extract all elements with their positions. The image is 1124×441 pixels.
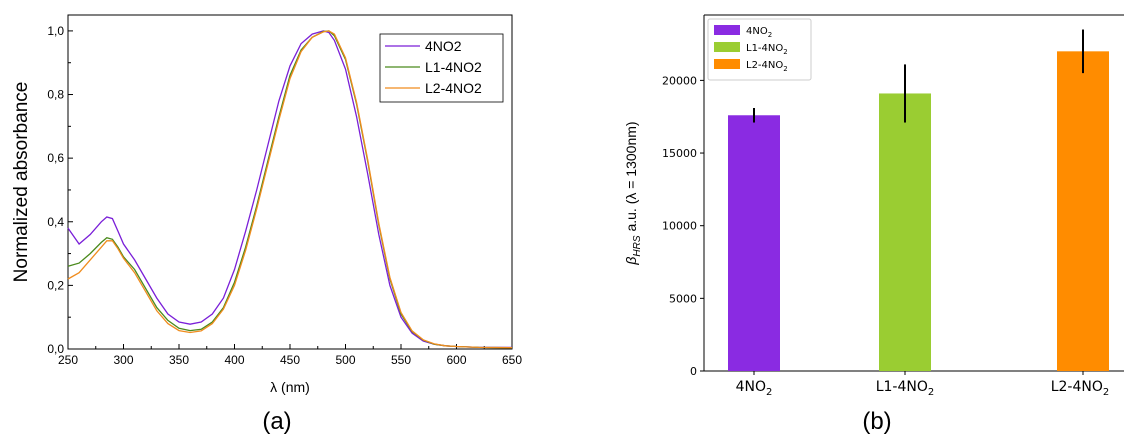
legend-box-a (379, 33, 504, 103)
y-label-rest: a.u. (λ = 1300nm) (623, 121, 639, 235)
y-tick-label-a: 0,6 (47, 151, 64, 165)
bar-2 (879, 93, 931, 372)
x-tick-label-a: 300 (113, 353, 133, 367)
legend-label-b-1: 4NO2 (746, 26, 772, 39)
beta-subscript: HRS (632, 235, 643, 256)
legend-label-b-2-sub: 2 (783, 48, 787, 56)
caption-b: (b) (862, 408, 891, 435)
x-tick-label-a: 500 (335, 353, 355, 367)
x-tick-label-b-2-base: L1-4NO (876, 379, 928, 395)
x-tick-label-b-1-sub: 2 (766, 387, 772, 398)
legend-label-b-3-sub: 2 (783, 65, 787, 73)
series-line-l1-4no2 (67, 30, 513, 349)
x-tick-label-a: 250 (58, 353, 78, 367)
y-tick-label-b: 0 (690, 365, 697, 378)
series-line-4no2 (67, 30, 512, 349)
x-axis-label-a: λ (nm) (270, 379, 310, 395)
legend-label-l1-4no2: L1-4NO2 (425, 59, 482, 75)
y-tick-label-b: 15000 (662, 147, 697, 160)
beta-symbol: β (623, 257, 639, 266)
y-tick-label-a: 0,2 (47, 278, 64, 292)
y-tick-label-b: 5000 (669, 292, 697, 305)
x-axis-ticks-b: 4NO2 L1-4NO2 L2-4NO2 (736, 371, 1110, 398)
bar-3 (1057, 51, 1109, 371)
x-tick-label-a: 600 (446, 353, 466, 367)
absorbance-series (67, 30, 513, 349)
y-tick-label-b: 10000 (662, 220, 697, 233)
y-tick-label-a: 0,8 (47, 88, 64, 102)
hrs-bars (728, 29, 1109, 372)
x-tick-label-b-3-base: L2-4NO (1051, 379, 1103, 395)
legend-label-b-2: L1-4NO2 (746, 43, 788, 56)
x-tick-label-b-3-sub: 2 (1103, 387, 1109, 398)
x-tick-label-a: 550 (391, 353, 411, 367)
y-axis-ticks-b: 0 5000 10000 15000 20000 (662, 74, 704, 378)
y-tick-label-b: 20000 (662, 74, 697, 87)
legend-a: 4NO2 L1-4NO2 L2-4NO2 (379, 33, 504, 103)
legend-label-4no2: 4NO2 (425, 38, 462, 54)
x-tick-label-b-2-sub: 2 (928, 387, 934, 398)
x-tick-label-b-1-base: 4NO (736, 379, 766, 395)
bar-1 (728, 115, 780, 371)
legend-swatch-b-1 (714, 25, 740, 35)
legend-swatch-b-2 (714, 42, 740, 52)
series-line-l2-4no2 (67, 30, 513, 349)
x-tick-label-a: 650 (502, 353, 522, 367)
absorbance-chart: 250 300 350 400 450 500 550 600 650 0,0 0,2 0,4 0,6… (11, 14, 522, 435)
legend-label-b-3-base: L2-4NO (746, 60, 783, 71)
legend-label-b-1-base: 4NO (746, 26, 768, 37)
y-tick-label-a: 1,0 (47, 24, 64, 38)
y-axis-label-a: Normalized absorbance (11, 82, 32, 283)
x-tick-label-a: 450 (280, 353, 300, 367)
legend-label-b-1-sub: 2 (768, 31, 772, 39)
y-tick-label-a: 0,0 (47, 342, 64, 356)
x-tick-label-b-3: L2-4NO2 (1051, 379, 1110, 398)
legend-label-l2-4no2: L2-4NO2 (425, 80, 482, 96)
legend-swatch-b-3 (714, 59, 740, 69)
x-tick-label-a: 400 (224, 353, 244, 367)
legend-label-b-3: L2-4NO2 (746, 60, 788, 73)
caption-a: (a) (262, 408, 291, 435)
x-tick-label-b-1: 4NO2 (736, 379, 773, 398)
x-tick-label-b-2: L1-4NO2 (876, 379, 935, 398)
legend-label-b-2-base: L1-4NO (746, 43, 783, 54)
y-axis-ticks-a: 0,0 0,2 0,4 0,6 0,8 1,0 (47, 24, 73, 356)
x-tick-label-a: 350 (169, 353, 189, 367)
y-tick-label-a: 0,4 (47, 215, 64, 229)
y-axis-label-b: βHRS a.u. (λ = 1300nm) (623, 121, 643, 265)
x-axis-ticks-a: 250 300 350 400 450 500 550 600 650 (58, 344, 522, 367)
